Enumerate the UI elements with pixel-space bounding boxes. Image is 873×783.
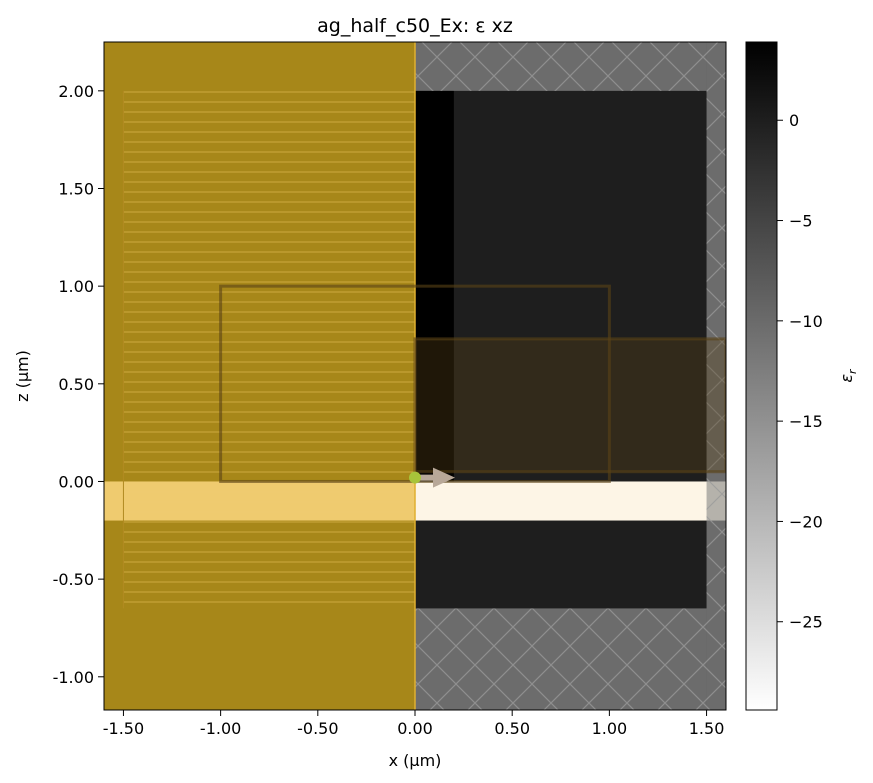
colorbar-tick-label: −5 (789, 212, 813, 231)
y-tick-label: 1.00 (58, 277, 94, 296)
x-axis-label: x (µm) (389, 751, 442, 770)
source-dot (409, 471, 421, 484)
y-tick-label: 0.50 (58, 375, 94, 394)
colorbar-tick-label: −10 (789, 312, 823, 331)
colorbar-ticks: 0 −5 −10 −15 −20 −25 (777, 111, 823, 632)
pml-hatch-1 (415, 608, 707, 710)
colorbar-label-sub: r (846, 368, 859, 374)
y-tick-label: 1.50 (58, 179, 94, 198)
monitor-box-1 (413, 337, 726, 474)
symmetry-core (104, 481, 415, 521)
x-tick-label: -0.50 (297, 719, 338, 738)
x-tick-label: -1.00 (200, 719, 241, 738)
x-tick-label: 0.50 (494, 719, 530, 738)
monitor-fill (415, 338, 726, 472)
symmetry-lines (123, 90, 415, 609)
colorbar-tick-label: −20 (789, 512, 823, 531)
colorbar-label-main: ε (837, 374, 856, 383)
pml-hatch-2 (706, 42, 726, 710)
x-tick-label: 0.00 (397, 719, 433, 738)
y-tick-label: -1.00 (53, 668, 94, 687)
x-tick-label: 1.00 (592, 719, 628, 738)
plot-area (104, 42, 726, 710)
x-tick-label: 1.50 (689, 719, 725, 738)
y-tick-label: 0.00 (58, 472, 94, 491)
y-axis-label: z (µm) (13, 350, 32, 402)
source-arrow-head (433, 467, 455, 488)
y-tick-label: 2.00 (58, 82, 94, 101)
colorbar-tick-label: 0 (789, 111, 799, 130)
pml-hatch-0 (415, 42, 707, 91)
region-cladding-dark (415, 90, 707, 609)
y-tick-label: -0.50 (53, 570, 94, 589)
x-tick-label: -1.50 (103, 719, 144, 738)
colorbar-label: εr (837, 368, 859, 383)
y-axis: -1.00 -0.50 0.00 0.50 1.00 1.50 2.00 (53, 82, 104, 687)
chart-title: ag_half_c50_Ex: ε xz (317, 15, 513, 37)
colorbar-gradient (745, 41, 778, 711)
colorbar-tick-label: −15 (789, 412, 823, 431)
x-axis: -1.50 -1.00 -0.50 0.00 0.50 1.00 1.50 (103, 710, 725, 738)
colorbar-tick-label: −25 (789, 613, 823, 632)
